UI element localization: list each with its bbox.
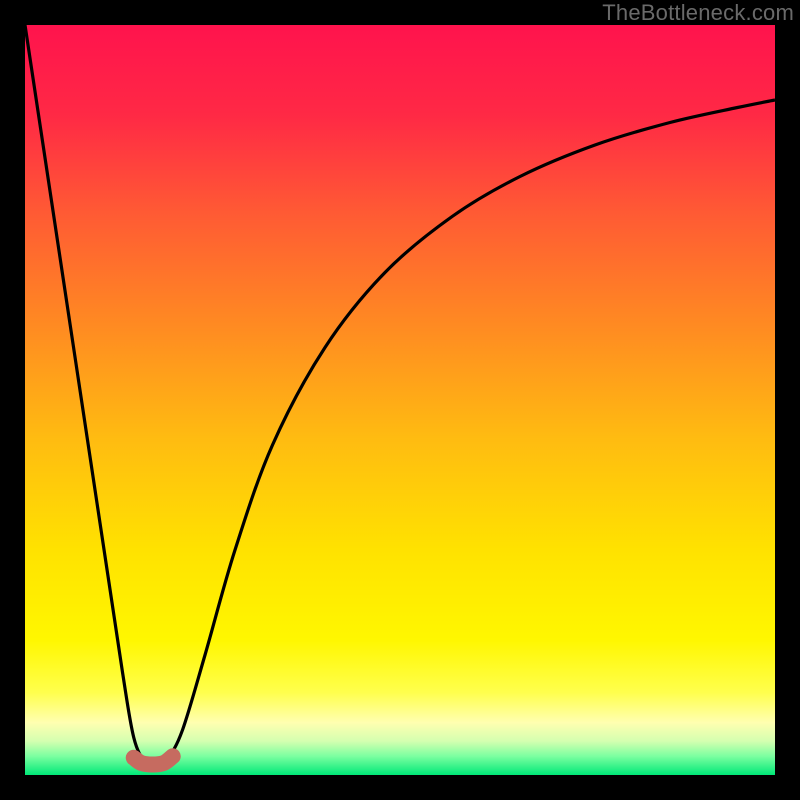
bottleneck-curve-chart — [0, 0, 800, 800]
watermark-label: TheBottleneck.com — [602, 0, 794, 26]
optimal-marker — [134, 756, 173, 764]
chart-container: TheBottleneck.com — [0, 0, 800, 800]
chart-background-gradient — [25, 25, 775, 775]
